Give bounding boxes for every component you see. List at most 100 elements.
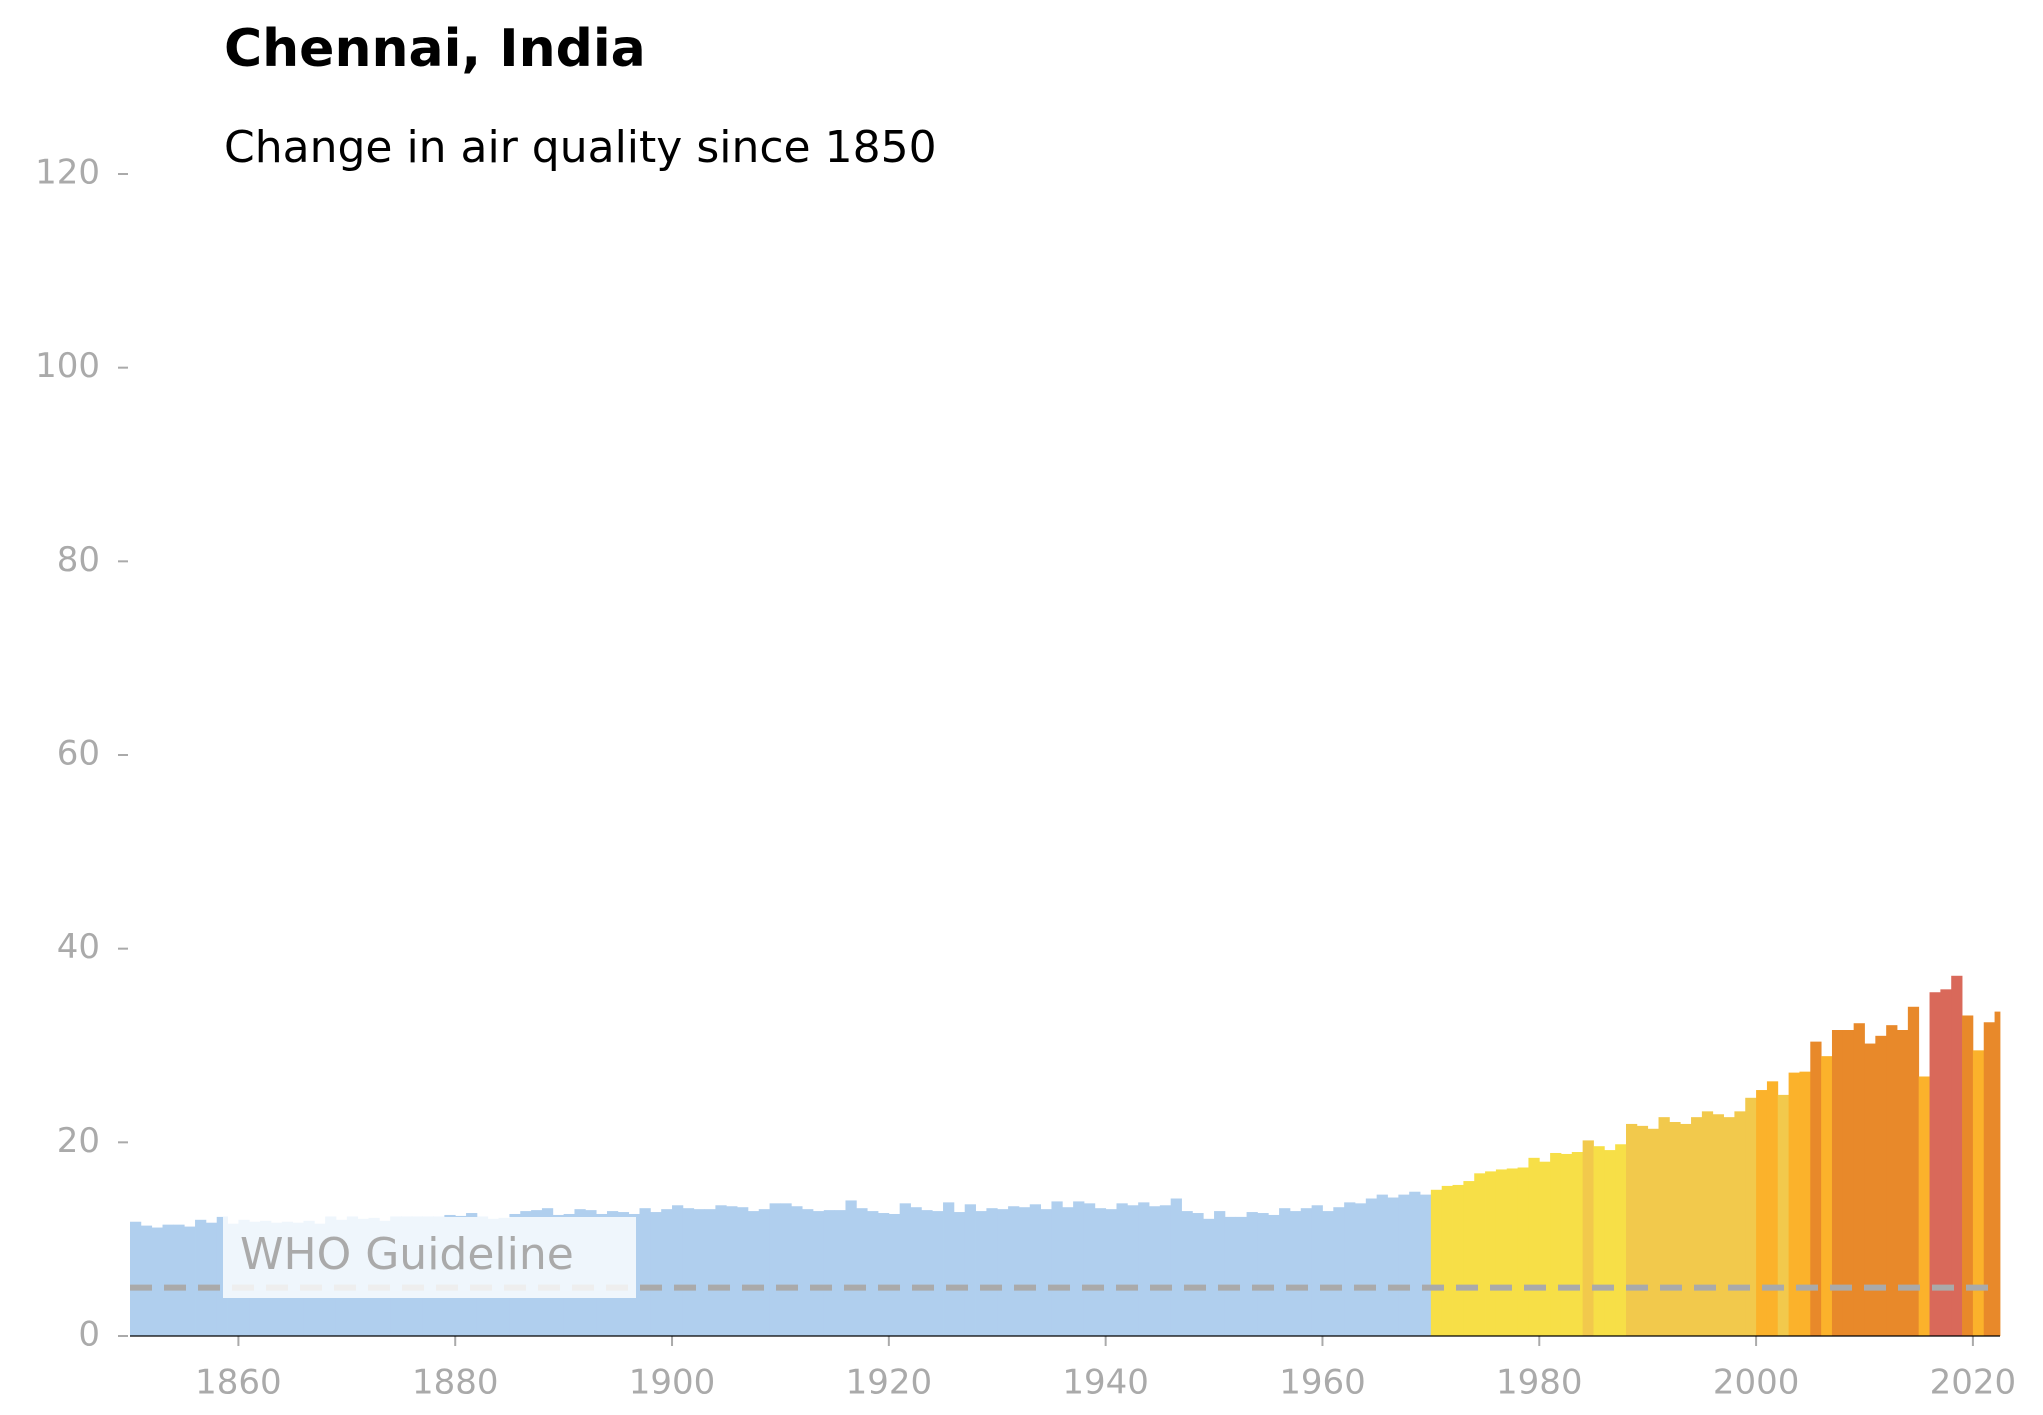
bar bbox=[1593, 1146, 1605, 1336]
bar bbox=[1029, 1204, 1042, 1336]
bar bbox=[1138, 1202, 1150, 1336]
bar bbox=[1170, 1198, 1182, 1336]
bar bbox=[1224, 1216, 1237, 1336]
bar bbox=[1051, 1201, 1063, 1336]
bar bbox=[1734, 1111, 1746, 1336]
bar bbox=[1279, 1208, 1291, 1336]
bar bbox=[1127, 1205, 1139, 1336]
bar bbox=[1831, 1030, 1844, 1336]
bar bbox=[1691, 1117, 1703, 1336]
bar bbox=[1300, 1208, 1313, 1336]
bar bbox=[661, 1209, 673, 1336]
y-tick-label: 100 bbox=[35, 346, 100, 386]
bar bbox=[1344, 1202, 1356, 1336]
y-tick-label: 120 bbox=[35, 153, 100, 193]
bar bbox=[921, 1210, 933, 1336]
bar bbox=[140, 1225, 153, 1336]
bar bbox=[1203, 1218, 1215, 1336]
bar bbox=[1387, 1197, 1399, 1336]
bar bbox=[856, 1208, 868, 1336]
bar bbox=[1116, 1203, 1128, 1336]
bar bbox=[726, 1206, 738, 1336]
bar bbox=[1040, 1209, 1052, 1336]
bar bbox=[715, 1205, 727, 1336]
bar bbox=[1788, 1072, 1800, 1336]
bar bbox=[1452, 1184, 1464, 1336]
bar bbox=[802, 1209, 814, 1336]
bar bbox=[1907, 1006, 1920, 1336]
x-tick-label: 1940 bbox=[1062, 1363, 1149, 1403]
bar bbox=[1810, 1041, 1822, 1336]
bar bbox=[1083, 1203, 1096, 1336]
bar bbox=[1008, 1206, 1020, 1336]
bar bbox=[1799, 1071, 1811, 1336]
bar bbox=[162, 1224, 174, 1336]
bar bbox=[1615, 1144, 1627, 1336]
bar bbox=[1582, 1140, 1594, 1336]
bar bbox=[1463, 1181, 1475, 1336]
bar bbox=[943, 1202, 955, 1336]
bar bbox=[650, 1212, 662, 1336]
chart-subtitle: Change in air quality since 1850 bbox=[224, 122, 937, 173]
bar bbox=[997, 1209, 1009, 1336]
bar bbox=[216, 1216, 228, 1336]
y-tick-label: 0 bbox=[78, 1315, 100, 1355]
bar bbox=[1929, 992, 1941, 1336]
bar bbox=[1257, 1213, 1269, 1336]
bar bbox=[986, 1208, 998, 1336]
bar bbox=[975, 1211, 987, 1336]
bar bbox=[1745, 1097, 1757, 1336]
bar bbox=[1018, 1207, 1031, 1336]
bar bbox=[1712, 1114, 1724, 1336]
bar bbox=[1246, 1212, 1258, 1336]
bar bbox=[1560, 1153, 1573, 1336]
bar bbox=[845, 1200, 857, 1336]
bar bbox=[130, 1221, 142, 1336]
bar bbox=[1972, 1050, 1985, 1336]
bar bbox=[1506, 1168, 1518, 1336]
bar bbox=[1062, 1207, 1074, 1336]
bar bbox=[1756, 1090, 1768, 1336]
bar bbox=[1864, 1043, 1876, 1336]
bar bbox=[1951, 975, 1963, 1336]
bar bbox=[1474, 1173, 1486, 1336]
bar bbox=[1636, 1125, 1649, 1336]
bar bbox=[769, 1203, 781, 1336]
bar bbox=[758, 1209, 770, 1336]
bar bbox=[888, 1213, 901, 1336]
bar bbox=[1875, 1035, 1887, 1336]
bar bbox=[1647, 1128, 1659, 1336]
bar bbox=[1821, 1056, 1833, 1336]
bar bbox=[910, 1207, 922, 1336]
bar bbox=[195, 1219, 207, 1336]
x-tick-label: 2020 bbox=[1930, 1363, 2017, 1403]
x-tick-label: 1980 bbox=[1496, 1363, 1583, 1403]
bar bbox=[1409, 1191, 1421, 1336]
bar bbox=[1181, 1211, 1193, 1336]
x-tick-label: 1860 bbox=[195, 1363, 282, 1403]
y-tick-label: 80 bbox=[57, 540, 100, 580]
bar bbox=[1658, 1117, 1670, 1336]
bar bbox=[899, 1203, 911, 1336]
bar bbox=[1983, 1022, 1995, 1336]
bar bbox=[834, 1210, 846, 1336]
bar bbox=[151, 1227, 163, 1336]
bar bbox=[1073, 1201, 1085, 1336]
bar bbox=[747, 1211, 760, 1336]
bar bbox=[1376, 1194, 1388, 1336]
bar bbox=[1994, 1011, 2001, 1336]
bar bbox=[1962, 1015, 1974, 1336]
bar bbox=[1669, 1121, 1681, 1336]
x-tick-label: 2000 bbox=[1713, 1363, 1800, 1403]
bar bbox=[1539, 1161, 1551, 1336]
x-tick-label: 1900 bbox=[629, 1363, 716, 1403]
bar bbox=[1528, 1157, 1540, 1336]
bar bbox=[1214, 1211, 1226, 1336]
bar bbox=[1626, 1123, 1638, 1336]
bar bbox=[737, 1207, 749, 1336]
y-tick-label: 20 bbox=[57, 1121, 100, 1161]
bar bbox=[1723, 1117, 1735, 1336]
bar bbox=[823, 1210, 836, 1336]
bar bbox=[1680, 1123, 1692, 1336]
